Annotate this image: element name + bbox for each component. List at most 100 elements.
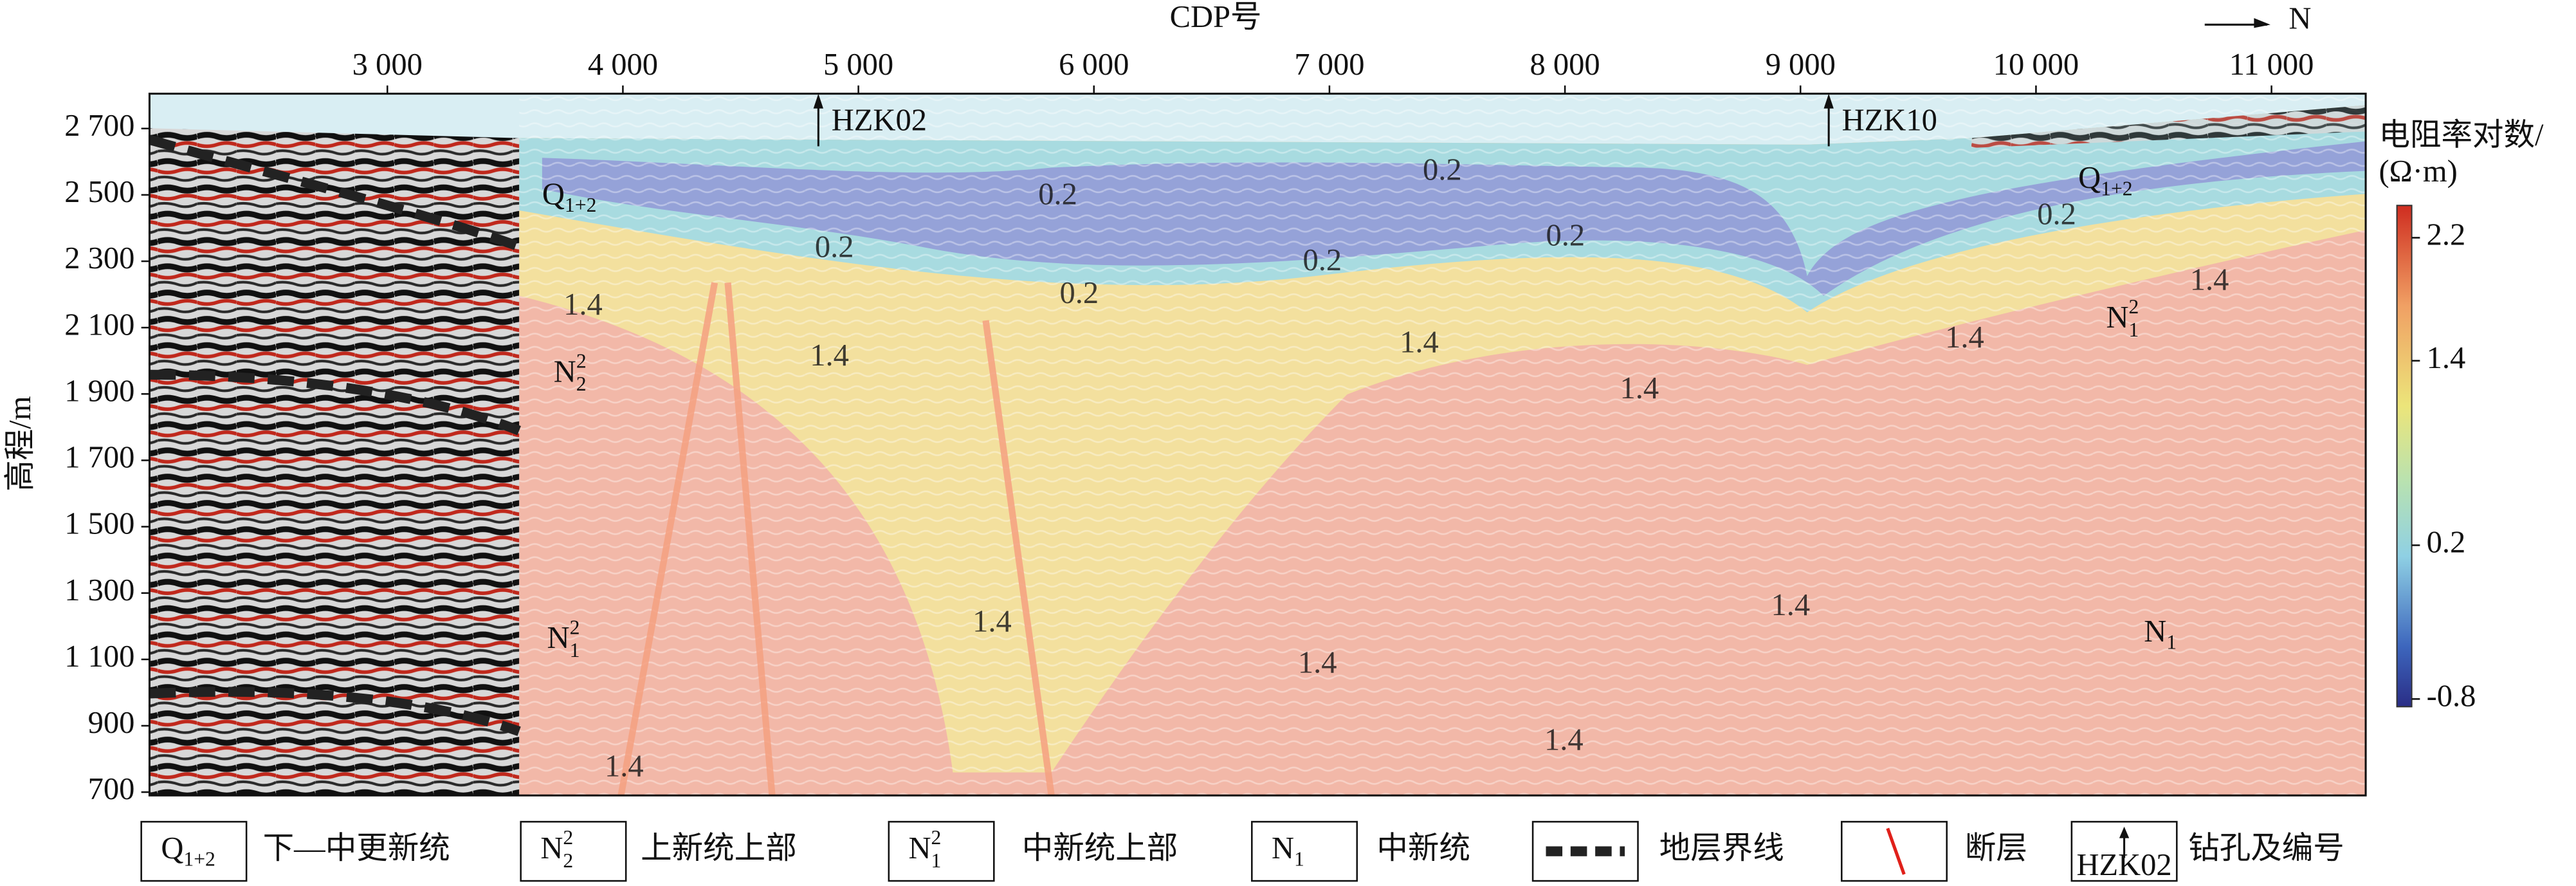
formation-sub: 1 (931, 849, 942, 872)
colorbar (2396, 205, 2413, 708)
formation-label: N2 1 (2106, 295, 2139, 341)
contour-label: 0.2 (815, 230, 854, 264)
formation-main: N (547, 621, 570, 655)
formation-sub: 1 (2129, 318, 2139, 341)
contour-label: 1.4 (1620, 371, 1659, 405)
x-tick-label: 11 000 (2229, 48, 2314, 82)
contour-label: 1.4 (1544, 723, 1584, 757)
formation-main: N (1272, 831, 1294, 865)
formation-sub: 2 (563, 849, 573, 872)
y-tick-label: 2 100 (64, 308, 134, 342)
formation-sub: 2 (576, 373, 587, 396)
x-tick-label: 3 000 (352, 48, 423, 82)
y-tick-label: 1 700 (64, 441, 134, 475)
legend-fault (1886, 827, 1906, 875)
north-label: N (2288, 1, 2311, 35)
legend-borehole-arrow (2119, 826, 2130, 838)
contour-label: 0.2 (1302, 243, 1342, 277)
contour-label: 0.2 (1423, 152, 1462, 187)
borehole-arrow (813, 93, 824, 109)
formation-sup: 2 (2129, 295, 2139, 318)
formation-main: N (908, 831, 931, 865)
legend-label: 断层 (1965, 831, 2027, 865)
x-axis-title: CDP号 (1170, 0, 1262, 34)
y-tick-label: 900 (88, 706, 135, 740)
y-tick-label: 1 900 (64, 374, 134, 408)
y-tick-label: 1 500 (64, 507, 134, 541)
x-tick-label: 9 000 (1766, 48, 1836, 82)
formation-main: N (554, 355, 576, 389)
legend-label: 上新统上部 (641, 831, 797, 865)
legend-box (888, 820, 995, 882)
legend-box (140, 820, 248, 882)
legend-box (1251, 820, 1358, 882)
legend-borehole-label: HZK02 (2076, 848, 2171, 882)
y-tick-label: 2 300 (64, 241, 134, 275)
y-axis-title: 高程/m (3, 396, 37, 492)
contour-label: 1.4 (1400, 326, 1439, 360)
contour-label: 0.2 (1059, 276, 1099, 310)
borehole-label: HZK02 (832, 104, 927, 138)
colorbar-tick-label: 2.2 (2427, 218, 2466, 252)
y-tick-label: 1 300 (64, 573, 134, 607)
formation-main: Q (542, 178, 565, 212)
formation-sup: 2 (576, 350, 587, 373)
formation-sub: 1 (1294, 848, 1304, 871)
seismic-strip (1971, 105, 2366, 148)
formation-label: N1 (2144, 614, 2177, 653)
legend-symbol: N2 1 (908, 826, 941, 872)
legend-label: 下—中更新统 (263, 831, 450, 865)
y-tick-label: 2 700 (64, 109, 134, 143)
legend-symbol: Q1+2 (161, 831, 215, 870)
contour-label: 1.4 (1298, 646, 1337, 680)
formation-label: N2 1 (547, 616, 580, 662)
legend-label: 地层界线 (1659, 831, 1784, 865)
formation-label: N2 2 (554, 350, 587, 396)
contour-label: 1.4 (1945, 320, 1984, 355)
contour-label: 0.2 (1546, 219, 1585, 253)
y-tick-label: 1 100 (64, 640, 134, 674)
legend-label: 中新统 (1376, 831, 1470, 865)
formation-sub: 1 (570, 639, 580, 661)
formation-main: N (2106, 300, 2128, 335)
y-tick-label: 2 500 (64, 175, 134, 209)
contour-label: 1.4 (2190, 263, 2229, 297)
fault (617, 282, 1055, 796)
contour-label: 0.2 (1038, 178, 1077, 212)
x-tick-label: 6 000 (1059, 48, 1129, 82)
boundary-line (149, 369, 521, 436)
boundary-line (149, 687, 521, 736)
formation-sub: 1+2 (565, 194, 597, 216)
north-arrow-head (2254, 18, 2270, 28)
x-tick-label: 10 000 (1993, 48, 2079, 82)
formation-label: Q1+2 (2078, 161, 2133, 199)
formation-sup: 2 (931, 826, 942, 849)
formation-label: Q1+2 (542, 178, 597, 216)
colorbar-tick-label: 1.4 (2427, 341, 2466, 375)
x-tick-label: 8 000 (1530, 48, 1600, 82)
x-tick-label: 4 000 (588, 48, 658, 82)
boundary-line (149, 134, 521, 252)
formation-sup: 2 (570, 616, 580, 639)
plot-frame (148, 93, 2367, 797)
formation-sub: 1+2 (183, 848, 215, 871)
legend-box (520, 820, 627, 882)
formation-sub: 1 (2166, 631, 2177, 654)
colorbar-tick-label: -0.8 (2427, 679, 2476, 714)
contour-label: 1.4 (810, 338, 849, 373)
formation-main: Q (161, 831, 183, 865)
borehole-label: HZK10 (1842, 104, 1937, 138)
contour-label: 1.4 (605, 750, 644, 784)
formation-sup: 2 (563, 826, 573, 849)
borehole-arrow (1823, 93, 1834, 109)
y-tick-label: 700 (88, 772, 135, 806)
x-tick-label: 7 000 (1294, 48, 1364, 82)
section-image (149, 93, 2366, 796)
formation-main: N (2144, 614, 2166, 649)
x-tick-label: 5 000 (823, 48, 893, 82)
contour-label: 1.4 (973, 605, 1012, 639)
legend-label: 中新统上部 (1022, 831, 1178, 865)
texture (519, 93, 2366, 796)
